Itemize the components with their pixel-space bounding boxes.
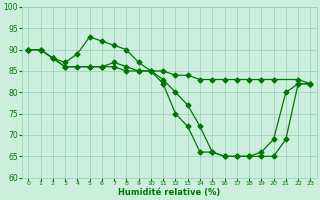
X-axis label: Humidité relative (%): Humidité relative (%) <box>118 188 220 197</box>
